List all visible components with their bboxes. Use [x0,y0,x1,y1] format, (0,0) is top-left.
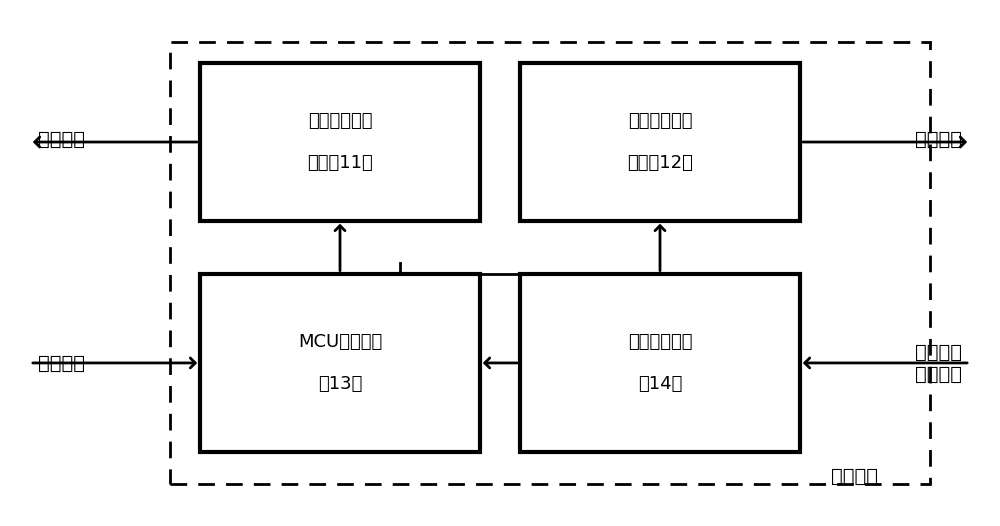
Text: （14）: （14） [638,375,682,393]
Text: 射频衰减控制: 射频衰减控制 [308,112,372,130]
Text: 电路（11）: 电路（11） [307,154,373,172]
Text: 漏极电压调制: 漏极电压调制 [628,112,692,130]
Text: 采样调理电路: 采样调理电路 [628,333,692,351]
Text: 通信控制: 通信控制 [38,353,85,372]
Text: （13）: （13） [318,375,362,393]
FancyBboxPatch shape [200,63,480,221]
FancyBboxPatch shape [520,274,800,452]
Text: 控制单元: 控制单元 [832,467,879,485]
Text: MCU微控制器: MCU微控制器 [298,333,382,351]
FancyBboxPatch shape [200,274,480,452]
Text: 调制脉冲: 调制脉冲 [38,130,85,149]
FancyBboxPatch shape [520,63,800,221]
Text: 输出功率
采样反馈: 输出功率 采样反馈 [915,342,962,383]
Text: 电路（12）: 电路（12） [627,154,693,172]
Text: 漏极电压: 漏极电压 [915,130,962,149]
